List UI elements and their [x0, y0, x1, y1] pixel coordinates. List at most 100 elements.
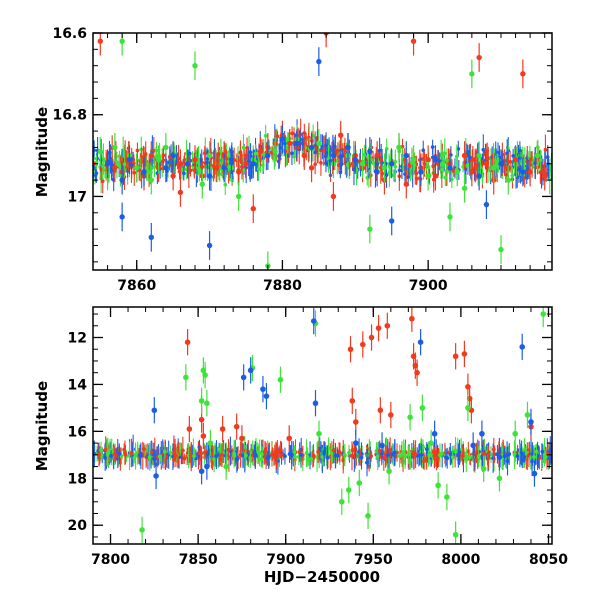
observation-point [260, 163, 265, 168]
red-data-point [368, 334, 375, 341]
red-data-point [243, 161, 249, 167]
blue-data-point [279, 136, 286, 142]
observation-point [505, 459, 510, 464]
observation-point [117, 451, 122, 456]
blue-data-point [330, 152, 337, 159]
observation-point [502, 454, 507, 459]
observation-point [241, 453, 245, 458]
bottom-y-axis-title: Magnitude [33, 381, 51, 471]
observation-point [292, 154, 297, 159]
observation-point [299, 452, 303, 457]
observation-point [548, 448, 552, 453]
green-data-point [435, 482, 441, 489]
observation-point [316, 449, 321, 454]
green-data-point [425, 173, 431, 179]
green-data-point [476, 152, 482, 159]
green-data-point [163, 144, 169, 151]
red-data-point [214, 165, 220, 171]
observation-point [149, 450, 154, 455]
red-data-point [308, 165, 315, 171]
observation-point [547, 456, 552, 460]
observation-point [530, 459, 535, 464]
top-y-tick-label: 17 [68, 189, 87, 205]
green-data-point [419, 405, 426, 411]
observation-point [444, 455, 448, 460]
blue-data-point [374, 169, 380, 175]
bottom-x-tick-label: 7850 [179, 552, 218, 568]
blue-data-point [206, 242, 213, 249]
observation-point [129, 451, 134, 455]
observation-point [248, 150, 253, 155]
red-data-point [359, 341, 366, 348]
observation-point [448, 452, 453, 457]
observation-point [122, 162, 127, 167]
green-data-point [440, 161, 446, 167]
blue-data-point [198, 468, 205, 475]
red-data-point [250, 206, 256, 212]
observation-point [430, 145, 435, 149]
observation-point [321, 148, 326, 153]
red-data-point [410, 38, 417, 44]
observation-point [139, 147, 144, 152]
red-data-point [236, 169, 242, 175]
blue-data-point [310, 318, 317, 324]
observation-point [503, 172, 508, 177]
blue-data-point [479, 430, 485, 437]
observation-point [248, 456, 253, 461]
red-data-point [469, 169, 475, 175]
observation-point [439, 153, 443, 158]
observation-point [108, 157, 113, 161]
observation-point [432, 453, 437, 458]
observation-point [508, 159, 512, 164]
observation-point [333, 148, 338, 152]
observation-point [220, 452, 224, 457]
bottom-y-tick-label: 18 [68, 471, 87, 487]
blue-data-point [389, 218, 395, 224]
observation-point [385, 453, 390, 457]
green-data-point [277, 376, 284, 383]
observation-point [445, 169, 449, 174]
blue-data-point [221, 165, 227, 171]
observation-point [388, 447, 393, 452]
observation-point [219, 149, 223, 154]
blue-data-point [528, 419, 534, 425]
observation-point [510, 173, 515, 178]
observation-point [241, 145, 246, 150]
observation-point [522, 448, 527, 452]
observation-point [505, 145, 510, 150]
green-data-point [465, 405, 471, 411]
observation-point [467, 155, 472, 160]
red-data-point [347, 346, 354, 353]
observation-point [517, 167, 521, 172]
red-data-point [112, 165, 118, 171]
green-data-point [204, 400, 210, 407]
observation-point [328, 159, 333, 163]
observation-point [532, 455, 536, 459]
observation-point [436, 162, 440, 166]
blue-data-point [294, 140, 300, 147]
red-data-point [233, 423, 240, 430]
observation-point [226, 447, 231, 452]
green-data-point [534, 152, 541, 159]
blue-data-point [447, 165, 453, 171]
observation-point [109, 453, 113, 458]
observation-point [232, 451, 237, 456]
observation-point [337, 449, 342, 454]
green-data-point [272, 148, 278, 155]
observation-point [162, 449, 167, 454]
observation-point [173, 453, 178, 458]
red-data-point [301, 152, 307, 159]
observation-point [197, 168, 202, 173]
observation-point [263, 450, 267, 455]
blue-data-point [403, 152, 409, 159]
red-data-point [461, 351, 468, 357]
blue-data-point [531, 470, 538, 477]
red-data-point [377, 407, 384, 414]
blue-data-point [228, 156, 235, 163]
red-data-point [177, 161, 184, 167]
blue-data-point [141, 169, 147, 175]
green-data-point [454, 169, 460, 175]
observation-point [202, 450, 207, 455]
observation-point [135, 148, 140, 153]
blue-data-point [520, 169, 526, 175]
